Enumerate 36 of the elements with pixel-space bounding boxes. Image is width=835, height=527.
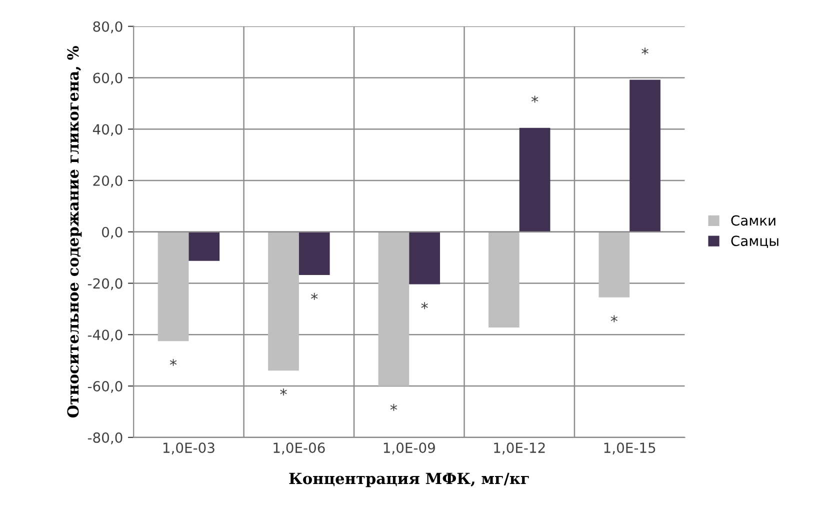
annotation: * — [531, 96, 538, 103]
y-tick-label: 0,0 — [102, 226, 122, 239]
y-tick-label: 80,0 — [93, 21, 122, 34]
y-tick-label: 40,0 — [92, 124, 122, 136]
annotation: * — [390, 404, 398, 411]
annotation: * — [280, 388, 287, 396]
y-tick-label: -40,0 — [88, 330, 122, 342]
x-tick-label: 1,0E-12 — [494, 442, 545, 454]
x-axis-title: Концентрация МФК, мг/кг — [289, 472, 529, 488]
x-tick-label: 1,0E-03 — [163, 442, 214, 454]
y-axis-title: Относительное содержание гликогена, % — [67, 46, 82, 418]
bar — [488, 232, 520, 328]
bar — [598, 232, 630, 298]
bar — [268, 232, 299, 371]
y-tick-label: -80,0 — [88, 432, 122, 444]
y-tick-label: -60,0 — [88, 380, 122, 393]
y-tick-label: 20,0 — [93, 175, 122, 188]
bar — [188, 232, 220, 261]
legend-label: Самки — [731, 215, 776, 226]
annotation: * — [642, 48, 648, 55]
y-tick-label: -20,0 — [88, 278, 122, 290]
x-tick-label: 1,0E-09 — [384, 442, 435, 454]
bar — [630, 80, 660, 232]
annotation: * — [170, 358, 177, 366]
annotation: * — [610, 315, 618, 322]
bar — [158, 232, 189, 342]
legend-label: Самцы — [731, 236, 778, 248]
bar — [409, 232, 440, 284]
x-tick-label: 1,0E-06 — [274, 442, 325, 454]
bar — [519, 128, 550, 232]
annotation: * — [310, 292, 318, 300]
bar — [298, 232, 330, 276]
y-tick-label: 60,0 — [93, 72, 122, 85]
bar — [378, 232, 410, 386]
annotation: * — [421, 302, 428, 310]
x-tick-label: 1,0E-15 — [604, 442, 656, 454]
